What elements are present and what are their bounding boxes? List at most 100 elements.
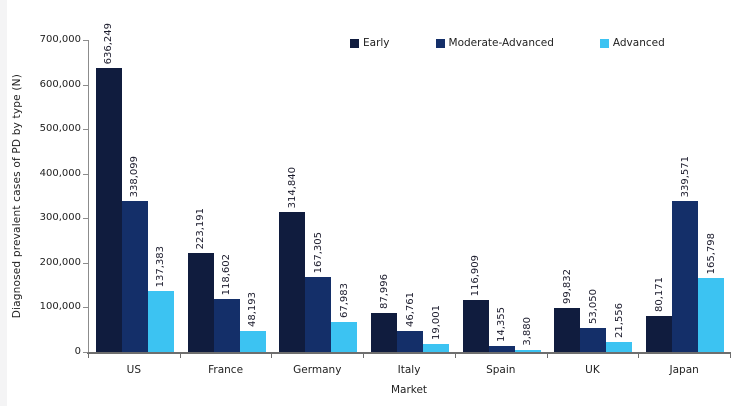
y-tick-label: 500,000 [39, 123, 81, 135]
bar-value-label: 99,832 [561, 269, 573, 304]
bar-value-label: 167,305 [312, 231, 324, 273]
bar-group-germany: 314,840 167,305 67,983 [272, 40, 364, 352]
bar-value-label: 14,355 [496, 307, 508, 342]
bar-value-label: 3,880 [522, 317, 534, 346]
bar-group-uk: 99,832 53,050 21,556 [548, 40, 640, 352]
bar-column: 53,050 [580, 289, 607, 352]
bar-value-label: 636,249 [103, 22, 115, 64]
legend-swatch-icon [435, 38, 445, 48]
x-axis-line [87, 352, 731, 354]
bar-early-italy [371, 313, 398, 352]
x-tickmark [88, 354, 89, 358]
y-tickmark [83, 129, 88, 131]
legend-label: Moderate-Advanced [448, 37, 554, 49]
x-tickmark [730, 354, 731, 358]
legend-label: Early [363, 37, 390, 49]
bar-advanced-us [147, 291, 174, 352]
x-tickmark [363, 354, 365, 358]
left-margin-strip [0, 0, 7, 406]
bar-group-japan: 80,171 339,571 165,798 [639, 40, 731, 352]
bar-early-germany [279, 212, 306, 352]
bar-value-label: 223,191 [195, 207, 207, 249]
bar-value-label: 19,001 [430, 305, 442, 340]
bar-column: 339,571 [672, 155, 699, 352]
bar-column: 99,832 [554, 269, 581, 352]
bar-column: 3,880 [514, 317, 541, 352]
bar-column: 19,001 [423, 305, 450, 352]
x-tickmark [454, 354, 456, 358]
bar-moderate-advanced-france [213, 299, 240, 352]
bar-value-label: 48,193 [247, 292, 259, 327]
legend-swatch-icon [350, 38, 359, 48]
y-tickmark [83, 173, 88, 175]
bar-early-spain [462, 300, 489, 352]
legend-label: Advanced [612, 37, 665, 49]
y-tickmark [83, 84, 88, 86]
y-tickmark [83, 40, 88, 41]
x-category-label-germany: Germany [293, 364, 342, 376]
x-category-label-spain: Spain [486, 364, 516, 376]
bar-column: 67,983 [331, 283, 358, 352]
plot-area: 636,249 338,099 137,383 223,191 118,602 48,19… [88, 23, 731, 352]
bar-advanced-japan [698, 278, 725, 352]
bar-column: 116,909 [462, 254, 489, 352]
y-tickmark [83, 352, 88, 353]
bar-moderate-advanced-italy [397, 331, 424, 352]
bar-value-label: 314,840 [286, 166, 298, 208]
bar-value-label: 80,171 [653, 277, 665, 312]
bar-advanced-france [239, 331, 266, 352]
y-axis-tick-labels: 0 100,000 200,000 300,000 400,000 500,000 600,… [0, 34, 81, 357]
bar-value-label: 165,798 [705, 232, 717, 274]
bar-early-france [187, 253, 214, 352]
x-category-label-japan: Japan [669, 364, 699, 376]
bar-moderate-advanced-uk [580, 328, 607, 352]
bar-value-label: 116,909 [470, 254, 482, 296]
bar-column: 21,556 [606, 303, 633, 352]
bar-early-us [95, 68, 122, 352]
bar-column: 636,249 [95, 22, 122, 352]
bar-value-label: 46,761 [404, 292, 416, 327]
y-tickmark [83, 262, 88, 264]
x-tickmark [638, 354, 640, 358]
bar-group-spain: 116,909 14,355 3,880 [456, 40, 548, 352]
bar-early-uk [554, 308, 581, 352]
bar-column: 46,761 [397, 292, 424, 352]
x-category-label-france: France [208, 364, 244, 376]
legend-item-advanced: Advanced [599, 37, 665, 49]
legend-item-moderate-advanced: Moderate-Advanced [435, 37, 554, 49]
legend-swatch-icon [599, 38, 609, 48]
legend-item-early: Early [350, 37, 390, 49]
bar-column: 87,996 [371, 274, 398, 352]
bar-column: 314,840 [279, 166, 306, 352]
bar-group-france: 223,191 118,602 48,193 [181, 40, 273, 352]
bar-column: 14,355 [488, 307, 515, 352]
bar-column: 118,602 [213, 254, 240, 352]
bar-advanced-uk [606, 342, 633, 352]
bar-early-japan [646, 316, 673, 352]
bar-group-italy: 87,996 46,761 19,001 [364, 40, 456, 352]
bar-moderate-advanced-spain [488, 346, 515, 352]
y-tick-label: 700,000 [39, 34, 81, 45]
x-category-label-italy: Italy [397, 364, 421, 376]
x-tickmark [546, 354, 548, 358]
x-tickmark [179, 354, 181, 358]
y-tick-label: 200,000 [39, 256, 81, 268]
y-tick-label: 300,000 [39, 212, 81, 224]
bar-value-label: 137,383 [155, 245, 167, 287]
bar-moderate-advanced-us [121, 201, 148, 352]
bar-value-label: 339,571 [679, 155, 691, 197]
y-tickmark [83, 307, 88, 309]
bar-groups: 636,249 338,099 137,383 223,191 118,602 48,19… [89, 23, 731, 352]
bar-value-label: 67,983 [338, 283, 350, 318]
y-tick-label: 0 [74, 346, 81, 357]
y-tick-label: 600,000 [39, 78, 81, 90]
bar-column: 48,193 [239, 292, 266, 352]
bar-column: 165,798 [698, 232, 725, 352]
bar-group-us: 636,249 338,099 137,383 [89, 23, 181, 352]
bar-value-label: 338,099 [129, 155, 141, 197]
y-tick-label: 100,000 [39, 301, 81, 313]
y-tickmark [83, 218, 88, 220]
bar-moderate-advanced-japan [672, 201, 699, 352]
bar-column: 137,383 [147, 245, 174, 352]
